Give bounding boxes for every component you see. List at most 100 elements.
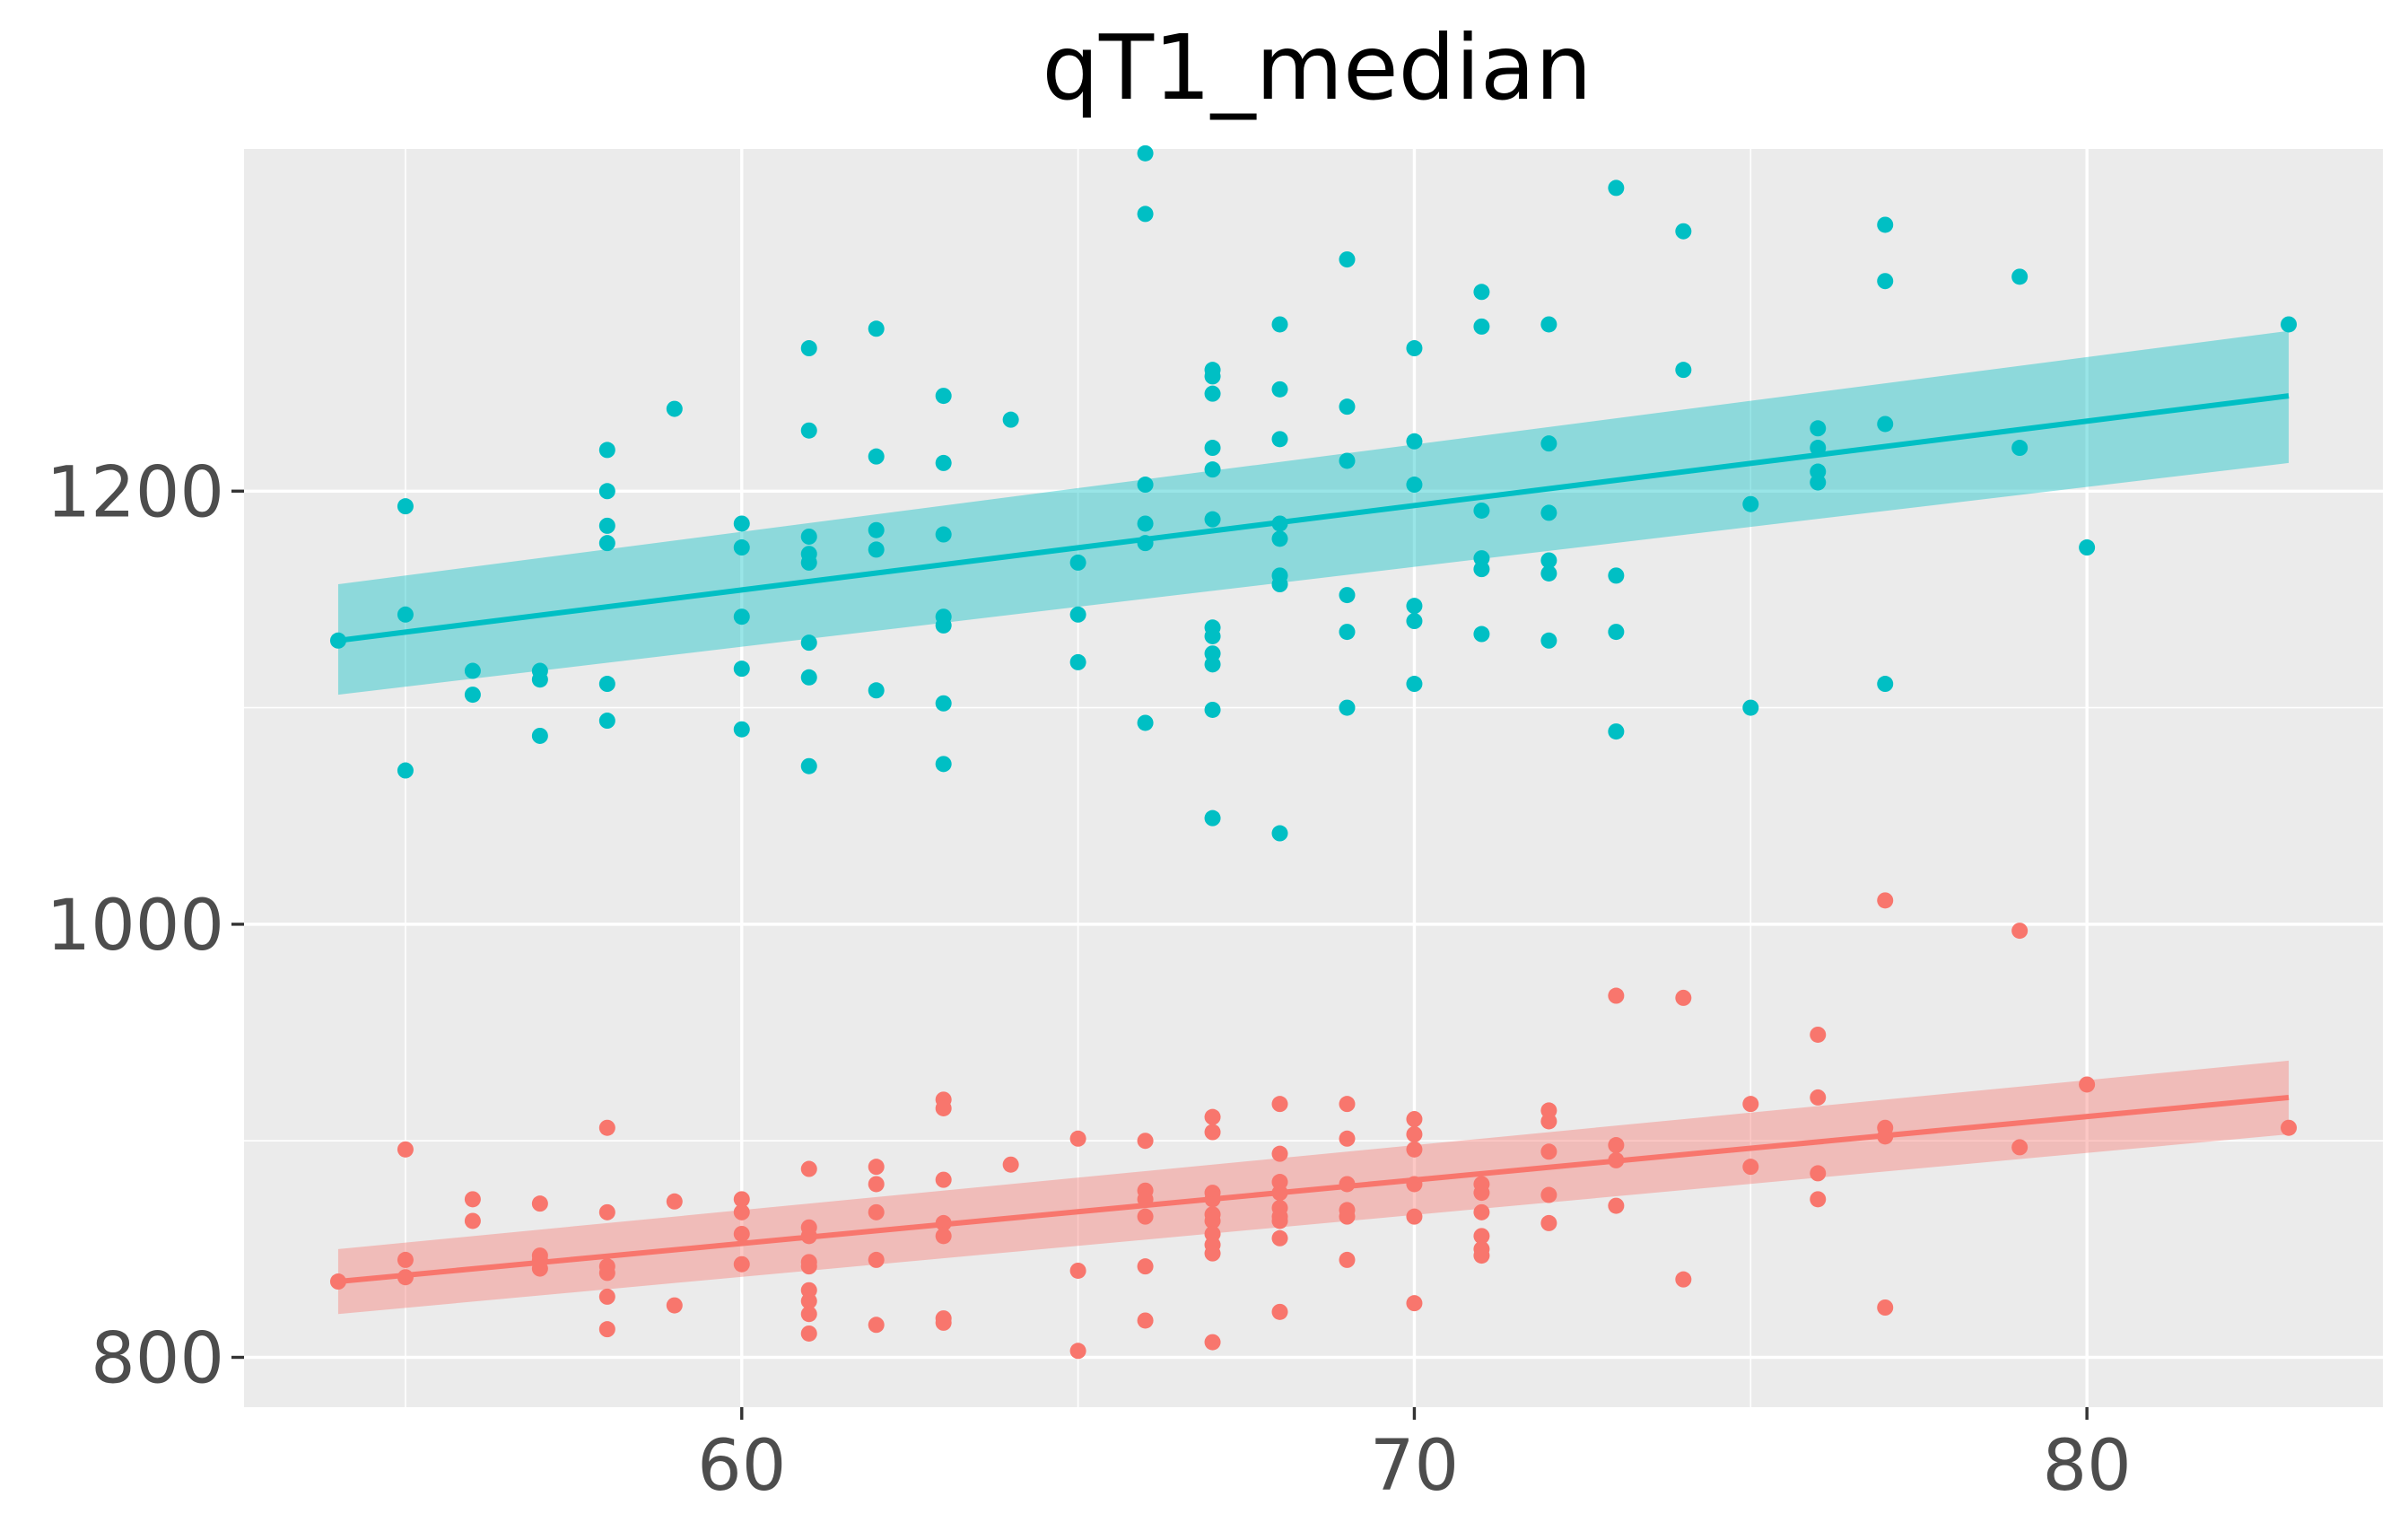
data-point — [1742, 495, 1759, 512]
data-points — [329, 144, 2298, 1360]
data-point — [531, 1195, 548, 1212]
data-point — [800, 1258, 817, 1275]
data-point — [666, 400, 683, 417]
data-point — [868, 521, 885, 538]
data-point — [1339, 1208, 1356, 1225]
data-point — [1069, 1343, 1086, 1360]
data-point — [598, 535, 615, 552]
data-point — [1540, 1186, 1557, 1203]
data-point — [733, 721, 750, 738]
data-point — [1137, 477, 1154, 494]
data-point — [531, 727, 548, 744]
x-tick-label: 70 — [1370, 1426, 1459, 1507]
data-point — [733, 1255, 750, 1273]
data-point — [1608, 723, 1625, 740]
data-point — [2011, 268, 2028, 285]
data-point — [1069, 554, 1086, 571]
data-point — [1742, 1159, 1759, 1176]
data-point — [598, 1288, 615, 1305]
data-point — [2079, 539, 2096, 556]
y-tick-label: 800 — [91, 1318, 224, 1399]
data-point — [868, 1176, 885, 1193]
data-point — [733, 1203, 750, 1220]
data-point — [868, 1203, 885, 1220]
data-point — [868, 1317, 885, 1334]
data-point — [1473, 284, 1490, 301]
data-point — [2281, 1119, 2298, 1136]
data-point — [800, 669, 817, 686]
data-point — [1137, 144, 1154, 162]
data-point — [1877, 676, 1894, 693]
data-point — [1271, 381, 1288, 398]
data-point — [935, 1228, 952, 1245]
data-point — [598, 483, 615, 500]
data-point — [1271, 530, 1288, 547]
data-point — [1675, 223, 1692, 240]
data-point — [464, 662, 481, 679]
data-point — [1877, 273, 1894, 290]
data-point — [733, 608, 750, 626]
data-point — [1810, 1165, 1827, 1182]
data-point — [800, 340, 817, 357]
data-point — [1271, 1145, 1288, 1162]
data-point — [397, 1251, 414, 1268]
data-point — [1339, 587, 1356, 604]
data-point — [464, 1212, 481, 1229]
data-point — [733, 1225, 750, 1242]
data-point — [1002, 411, 1019, 428]
data-point — [800, 554, 817, 571]
data-point — [1540, 1214, 1557, 1231]
data-point — [733, 661, 750, 678]
data-point — [1608, 1137, 1625, 1154]
data-point — [1204, 701, 1221, 718]
data-point — [1406, 477, 1423, 494]
data-point — [1810, 1089, 1827, 1106]
data-point — [1271, 1096, 1288, 1113]
data-point — [800, 422, 817, 439]
data-point — [935, 1171, 952, 1188]
data-point — [2011, 1139, 2028, 1156]
data-point — [1473, 1228, 1490, 1245]
data-point — [1473, 502, 1490, 519]
data-point — [1204, 656, 1221, 673]
data-point — [868, 1251, 885, 1268]
data-point — [1608, 987, 1625, 1004]
data-point — [1271, 825, 1288, 842]
data-point — [1810, 474, 1827, 491]
data-point — [1002, 1156, 1019, 1173]
data-point — [397, 1141, 414, 1158]
data-point — [1339, 1130, 1356, 1147]
data-point — [1810, 420, 1827, 437]
data-point — [1810, 1026, 1827, 1043]
data-point — [1608, 179, 1625, 197]
data-point — [1069, 1130, 1086, 1147]
data-point — [1204, 627, 1221, 644]
data-point — [1271, 1303, 1288, 1320]
data-point — [1742, 699, 1759, 716]
data-point — [1339, 699, 1356, 716]
data-point — [1271, 316, 1288, 333]
data-point — [598, 442, 615, 459]
data-point — [1339, 398, 1356, 416]
data-point — [1406, 340, 1423, 357]
data-point — [868, 682, 885, 699]
data-point — [1675, 989, 1692, 1006]
data-point — [1271, 1229, 1288, 1247]
data-point — [1810, 1191, 1827, 1208]
data-point — [935, 454, 952, 471]
data-point — [800, 1306, 817, 1323]
data-point — [1137, 1312, 1154, 1329]
data-point — [800, 1325, 817, 1342]
data-point — [1137, 1133, 1154, 1150]
data-point — [1406, 676, 1423, 693]
data-point — [598, 517, 615, 534]
data-point — [397, 498, 414, 515]
data-point — [800, 634, 817, 652]
data-point — [1069, 653, 1086, 670]
data-point — [1473, 561, 1490, 578]
data-point — [1069, 1262, 1086, 1279]
data-point — [1540, 632, 1557, 649]
data-point — [800, 757, 817, 774]
